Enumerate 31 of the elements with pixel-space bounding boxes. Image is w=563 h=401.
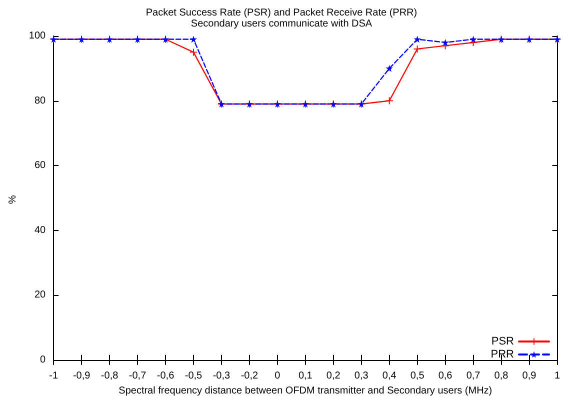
x-tick-label: -0,6	[156, 370, 175, 382]
x-axis-title: Spectral frequency distance between OFDM transmitter and Secondary users (MHz)	[118, 386, 492, 396]
chart-subtitle: Secondary users communicate with DSA	[190, 18, 372, 30]
x-tick-label: 0,5	[410, 370, 425, 382]
y-tick-label: 80	[34, 95, 46, 106]
x-tick-label: 0,2	[326, 370, 341, 382]
x-tick-label: -0,9	[72, 370, 91, 382]
y-tick-label: 0	[40, 354, 46, 366]
x-tick-label: -0,2	[240, 370, 258, 382]
x-tick-label: 1	[554, 370, 560, 382]
y-tick-label: 60	[34, 160, 46, 172]
y-tick-label: 20	[34, 290, 46, 301]
legend-label: PRR	[490, 348, 514, 360]
x-tick-label: -0,8	[100, 370, 119, 382]
legend-label: PSR	[491, 336, 514, 348]
x-tick-label: 0,9	[522, 370, 537, 382]
chart-title: Packet Success Rate (PSR) and Packet Receive Rate (PRR)	[146, 8, 418, 18]
x-tick-label: -0,3	[212, 370, 231, 382]
x-tick-label: 0,6	[438, 370, 453, 382]
x-tick-label: -1	[49, 370, 58, 382]
x-tick-label: -0,7	[128, 370, 147, 382]
x-tick-label: 0,7	[466, 370, 481, 382]
y-tick-label: 100	[28, 30, 46, 42]
x-tick-label: 0,4	[382, 370, 397, 382]
x-tick-label: 0	[274, 370, 281, 382]
x-tick-label: 0,3	[354, 370, 369, 382]
y-axis-title: %	[8, 195, 18, 204]
x-tick-label: 0,1	[298, 370, 313, 382]
x-tick-label: 0,8	[494, 370, 509, 382]
x-tick-label: -0,5	[184, 370, 203, 382]
y-tick-label: 40	[34, 224, 46, 236]
